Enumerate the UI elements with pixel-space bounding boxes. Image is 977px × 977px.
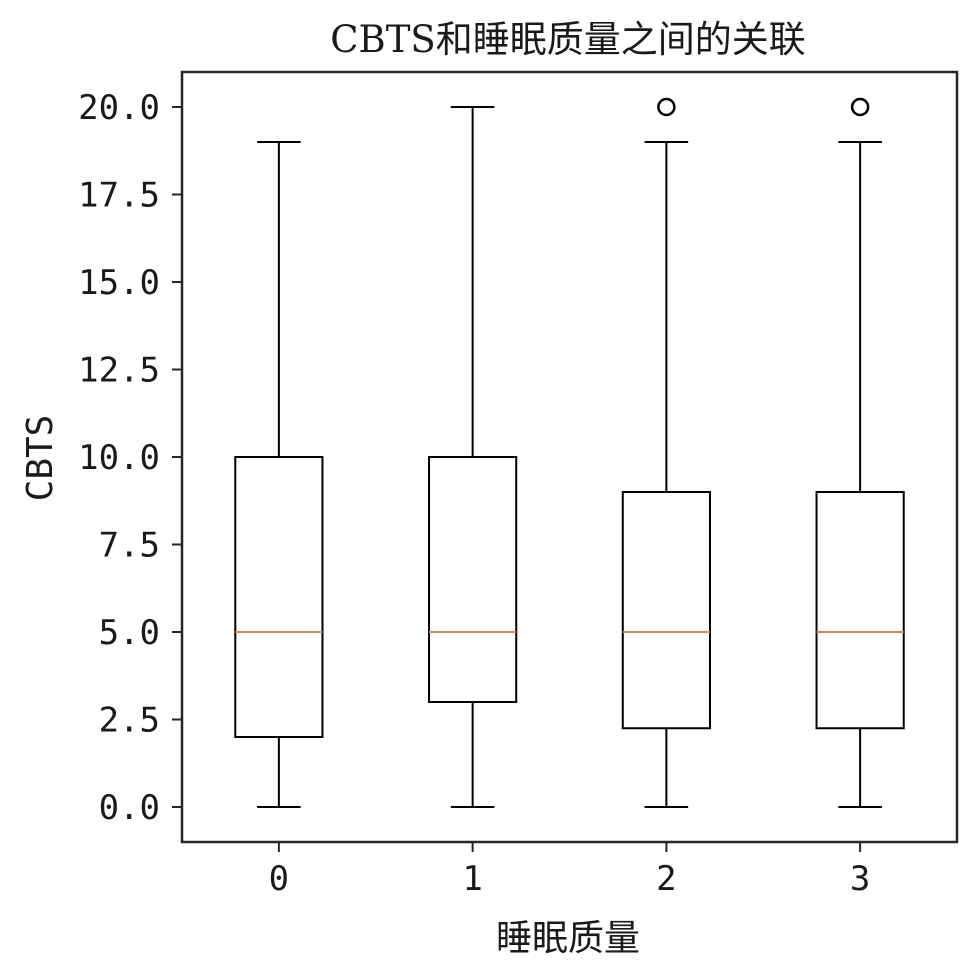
- y-tick-label: 20.0: [78, 88, 160, 128]
- y-tick-label: 5.0: [99, 613, 160, 653]
- box: [815, 491, 905, 730]
- y-tick-label: 7.5: [99, 526, 160, 566]
- y-tick-label: 12.5: [78, 351, 160, 391]
- y-tick-label: 10.0: [78, 438, 160, 478]
- y-axis-label: CBTS: [20, 415, 61, 502]
- x-tick-label: 0: [269, 859, 289, 899]
- y-tick-label: 15.0: [78, 263, 160, 303]
- outlier-point: [657, 97, 676, 117]
- box: [621, 491, 711, 730]
- outlier-point: [850, 97, 870, 117]
- y-tick-label: 0.0: [99, 788, 160, 828]
- x-tick-label: 3: [850, 859, 870, 899]
- x-axis-label: 睡眠质量: [496, 918, 640, 959]
- axes-frame: [180, 70, 959, 844]
- y-tick-label: 2.5: [99, 701, 160, 741]
- box: [234, 456, 324, 738]
- y-tick-label: 17.5: [78, 176, 160, 216]
- x-tick-label: 1: [462, 859, 482, 899]
- chart-title: CBTS和睡眠质量之间的关联: [330, 18, 806, 61]
- x-tick-label: 2: [656, 859, 676, 899]
- plot-area: 0.0 2.5 5.0 7.5 10.0 12.5 15.0 17.5 20.0 0 1 2 3: [78, 70, 959, 899]
- box: [428, 456, 518, 703]
